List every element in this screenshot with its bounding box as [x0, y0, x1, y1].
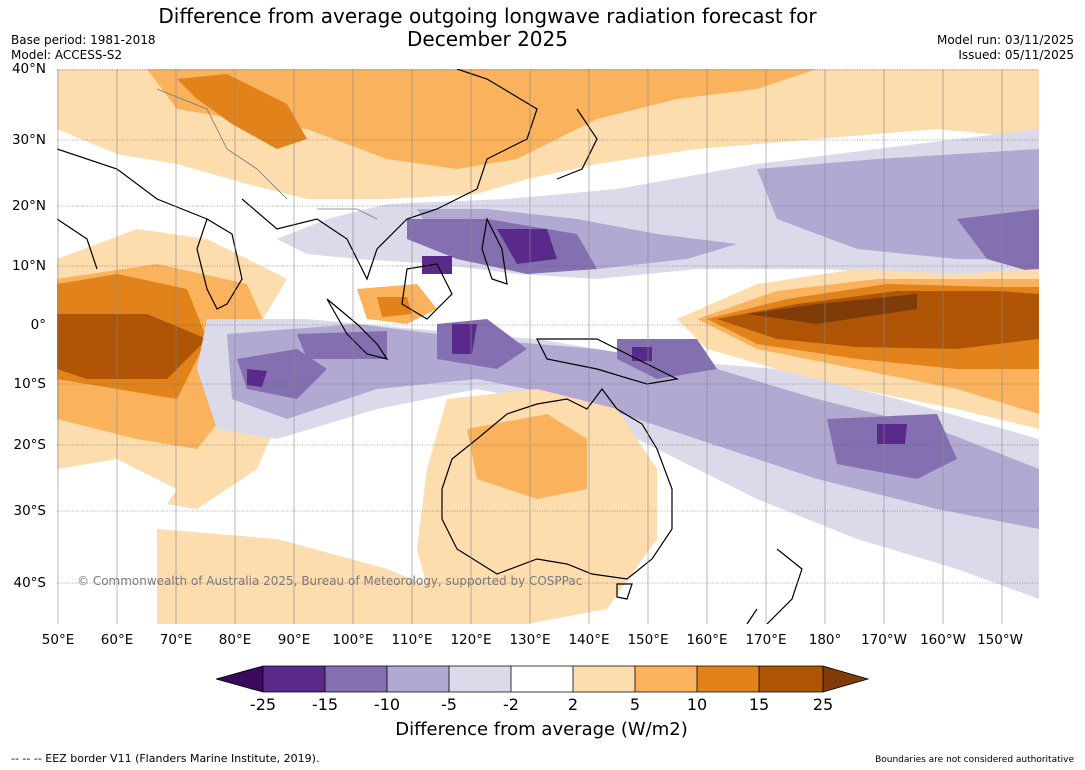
colorbar-tick: -5: [441, 695, 457, 714]
philippine-core-negative: [407, 219, 597, 274]
lon-label: 150°W: [977, 632, 1023, 648]
borneo-coast: [401, 263, 453, 320]
nz-coast: [746, 548, 803, 624]
eez-note: -- -- -- EEZ border V11 (Flanders Marine…: [11, 752, 320, 765]
lon-label: 160°E: [686, 632, 728, 648]
colorbar-tick: -15: [311, 695, 339, 714]
lon-label: 110°E: [391, 632, 433, 648]
colorbar-swatch: [449, 666, 511, 692]
colorbar-swatch: [635, 666, 697, 692]
model-run: Model run: 03/11/2025: [936, 33, 1074, 47]
title-line-1: Difference from average outgoing longwav…: [158, 4, 817, 28]
arabia-coast: [57, 218, 98, 270]
base-period: Base period: 1981-2018: [11, 33, 156, 47]
chart-title: Difference from average outgoing longwav…: [0, 5, 1030, 51]
colorbar-swatch: [697, 666, 759, 692]
lat-label: 10°N: [11, 258, 46, 274]
lat-gridlines: [57, 69, 1039, 584]
lat-label: 20°S: [13, 437, 47, 453]
lat-label: 40°N: [11, 61, 46, 77]
maritime-negative: [197, 319, 1039, 599]
lon-label: 70°E: [159, 632, 193, 648]
colorbar: [216, 665, 870, 693]
country-borders: [156, 88, 378, 220]
colorbar-tick: -25: [249, 695, 277, 714]
lat-label: 30°S: [13, 503, 47, 519]
lat-label: 30°N: [11, 132, 46, 148]
colorbar-swatch: [573, 666, 635, 692]
colorbar-swatch: [511, 666, 573, 692]
sumatra-coast: [326, 298, 389, 360]
asia-coast: [57, 69, 538, 281]
colorbar-max-arrow: [823, 666, 868, 692]
model-name: Model: ACCESS-S2: [11, 48, 123, 62]
copyright-credit: © Commonwealth of Australia 2025, Bureau…: [77, 574, 583, 588]
colorbar-swatch: [263, 666, 325, 692]
new-guinea-coast: [536, 338, 679, 385]
colorbar-tick: 15: [748, 695, 770, 714]
lon-label: 150°E: [627, 632, 669, 648]
colorbar-tick: -2: [503, 695, 519, 714]
lon-label: 170°E: [745, 632, 787, 648]
lon-label: 80°E: [218, 632, 252, 648]
lat-label: 20°N: [11, 198, 46, 214]
colorbar-tick: 25: [812, 695, 834, 714]
lon-label: 50°E: [41, 632, 75, 648]
colorbar-title: Difference from average (W/m2): [395, 719, 688, 740]
australia-coast: [441, 388, 673, 580]
title-line-2: December 2025: [407, 27, 568, 51]
lon-label: 60°E: [100, 632, 134, 648]
tasmania-coast: [616, 583, 633, 600]
lon-label: 130°E: [509, 632, 551, 648]
colorbar-tick: 5: [629, 695, 641, 714]
colorbar-swatch: [759, 666, 823, 692]
japan-coast: [556, 108, 598, 180]
lon-label: 140°E: [568, 632, 610, 648]
colorbar-tick: 10: [686, 695, 708, 714]
boundary-disclaimer: Boundaries are not considered authoritat…: [875, 755, 1074, 765]
anomaly-map: [57, 69, 1039, 624]
lon-label: 160°W: [920, 632, 966, 648]
colorbar-swatch: [325, 666, 387, 692]
lon-label: 90°E: [277, 632, 311, 648]
anomaly-field: [57, 69, 1039, 624]
lon-label: 180°: [808, 632, 842, 648]
philippines-coast: [481, 217, 508, 285]
himalaya-positive-core: [177, 74, 307, 149]
lon-label: 170°W: [861, 632, 907, 648]
colorbar-min-arrow: [216, 666, 263, 692]
meta-left: Base period: 1981-2018 Model: ACCESS-S2: [11, 33, 156, 63]
lat-label: 10°S: [13, 376, 47, 392]
issued-date: Issued: 05/11/2025: [958, 48, 1074, 62]
china-positive-core: [147, 69, 817, 169]
colorbar-swatch: [387, 666, 449, 692]
colorbar-tick: -10: [373, 695, 401, 714]
lat-label: 0°: [30, 317, 46, 333]
lon-gridlines: [57, 69, 1003, 624]
lat-label: 40°S: [13, 575, 47, 591]
meta-right: Model run: 03/11/2025 Issued: 05/11/2025: [937, 33, 1074, 63]
coastlines: [57, 69, 803, 624]
colorbar-tick: 2: [567, 695, 579, 714]
india-coast: [196, 218, 243, 310]
lon-label: 100°E: [332, 632, 374, 648]
lon-label: 120°E: [450, 632, 492, 648]
